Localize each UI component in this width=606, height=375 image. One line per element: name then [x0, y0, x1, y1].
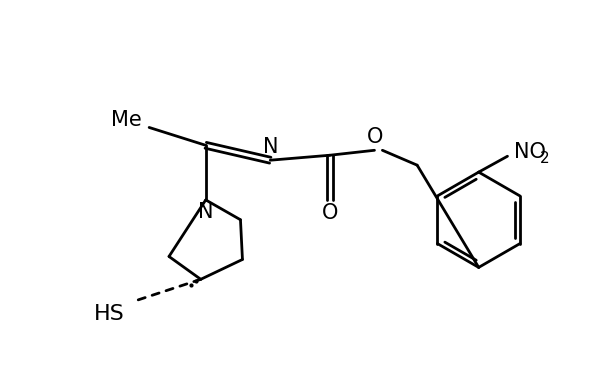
- Text: N: N: [264, 137, 279, 157]
- Text: O: O: [322, 203, 338, 223]
- Text: O: O: [367, 128, 384, 147]
- Text: N: N: [198, 202, 213, 222]
- Text: Me: Me: [111, 111, 142, 130]
- Text: HS: HS: [94, 304, 125, 324]
- Text: 2: 2: [540, 151, 550, 166]
- Text: NO: NO: [514, 142, 546, 162]
